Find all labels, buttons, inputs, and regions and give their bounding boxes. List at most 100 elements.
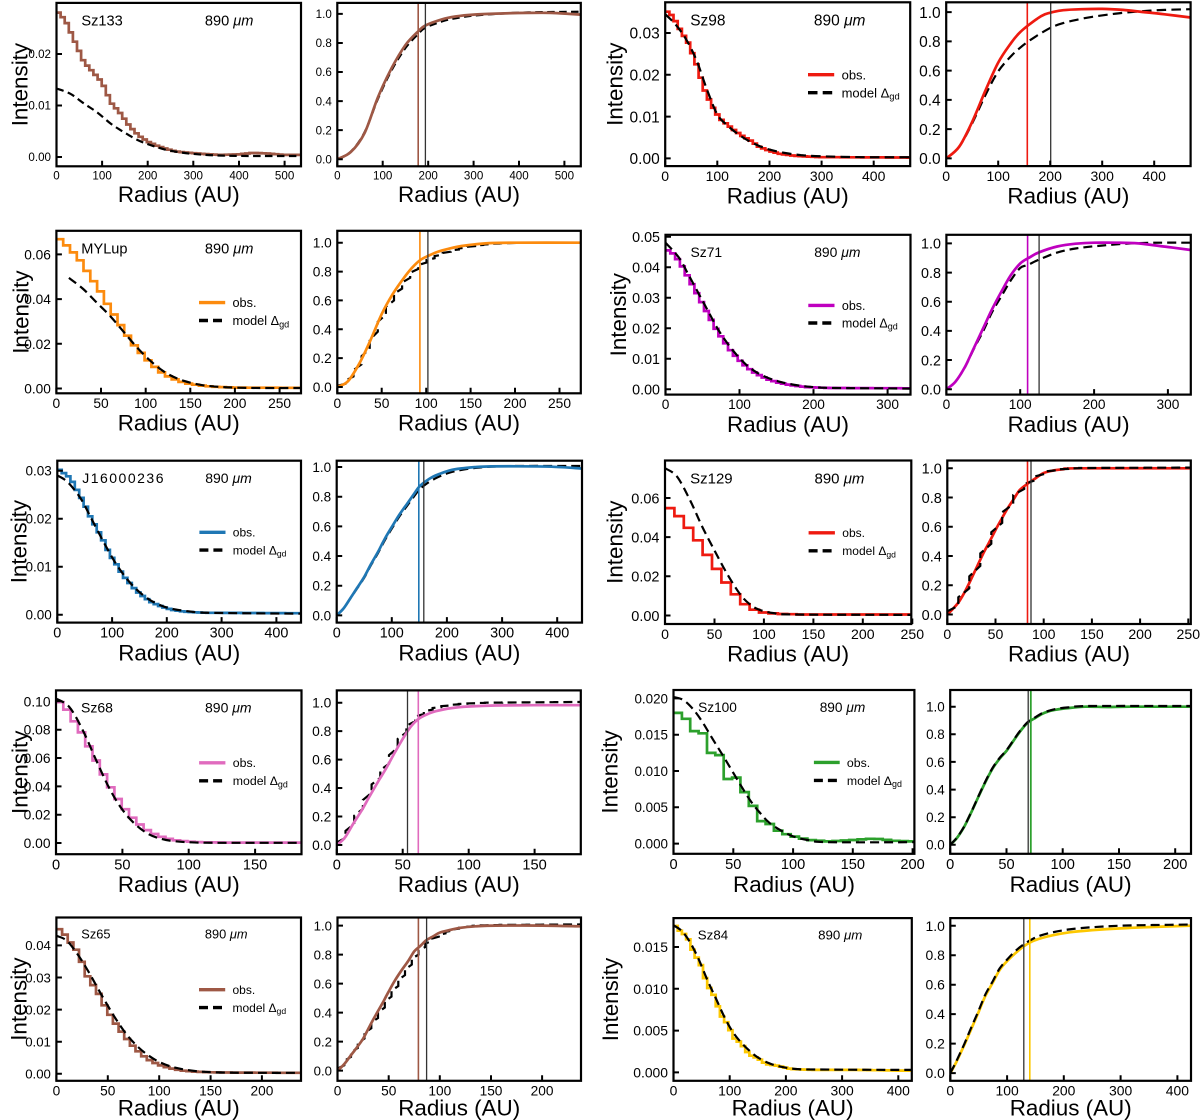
svg-text:100: 100	[428, 1083, 451, 1098]
svg-text:0.2: 0.2	[312, 810, 331, 825]
svg-text:50: 50	[395, 857, 411, 873]
svg-text:150: 150	[199, 1083, 222, 1098]
svg-text:0.005: 0.005	[633, 1023, 668, 1039]
svg-text:0.01: 0.01	[26, 560, 52, 575]
svg-text:0: 0	[942, 168, 950, 184]
svg-text:50: 50	[374, 396, 390, 411]
svg-text:Intensity: Intensity	[7, 730, 32, 814]
svg-text:250: 250	[548, 396, 571, 411]
svg-text:0: 0	[334, 1083, 342, 1098]
svg-text:400: 400	[229, 169, 248, 182]
svg-text:Intensity: Intensity	[603, 500, 628, 584]
svg-text:0.6: 0.6	[312, 519, 331, 534]
svg-text:Intensity: Intensity	[7, 499, 32, 583]
svg-text:0.02: 0.02	[631, 570, 659, 586]
svg-text:100: 100	[457, 857, 481, 873]
svg-text:Radius (AU): Radius (AU)	[118, 872, 240, 897]
svg-text:50: 50	[988, 626, 1004, 642]
svg-text:1.0: 1.0	[316, 8, 332, 21]
svg-text:150: 150	[243, 857, 267, 873]
svg-text:0.6: 0.6	[313, 293, 332, 308]
svg-text:0.00: 0.00	[632, 382, 660, 398]
svg-text:0.4: 0.4	[922, 549, 942, 565]
svg-text:200: 200	[531, 1083, 554, 1098]
svg-text:0.04: 0.04	[631, 530, 659, 546]
svg-text:0.2: 0.2	[922, 579, 942, 595]
svg-text:0: 0	[943, 626, 951, 642]
svg-text:0.015: 0.015	[633, 939, 668, 955]
svg-text:200: 200	[419, 169, 438, 182]
svg-text:0.4: 0.4	[919, 93, 941, 110]
svg-text:100: 100	[148, 1083, 171, 1098]
svg-text:0.6: 0.6	[314, 976, 332, 991]
svg-text:0.8: 0.8	[926, 727, 945, 742]
svg-text:0: 0	[53, 626, 61, 642]
svg-text:100: 100	[718, 1082, 741, 1098]
svg-text:0.2: 0.2	[926, 810, 945, 825]
svg-text:0.2: 0.2	[316, 124, 332, 137]
svg-text:0.04: 0.04	[24, 779, 51, 794]
svg-text:250: 250	[1177, 626, 1200, 642]
svg-text:0.00: 0.00	[24, 836, 51, 851]
svg-text:0.06: 0.06	[24, 247, 51, 262]
svg-text:Radius (AU): Radius (AU)	[1008, 412, 1130, 437]
svg-text:0.0: 0.0	[919, 151, 941, 168]
svg-text:1.0: 1.0	[926, 700, 945, 715]
svg-text:Sz65: Sz65	[81, 927, 110, 942]
svg-text:0.00: 0.00	[631, 609, 659, 625]
svg-text:0.2: 0.2	[314, 1034, 332, 1049]
svg-text:Radius (AU): Radius (AU)	[118, 182, 240, 207]
svg-text:0.005: 0.005	[634, 800, 668, 815]
svg-text:150: 150	[802, 626, 826, 642]
svg-text:0.03: 0.03	[25, 970, 51, 985]
svg-text:0.6: 0.6	[925, 977, 945, 993]
svg-text:200: 200	[223, 396, 246, 411]
svg-text:0.06: 0.06	[24, 751, 51, 766]
svg-text:0.010: 0.010	[634, 764, 668, 779]
svg-text:0.4: 0.4	[926, 782, 945, 797]
svg-text:300: 300	[831, 1082, 854, 1098]
svg-text:0.6: 0.6	[312, 753, 332, 768]
svg-text:200: 200	[802, 397, 825, 412]
svg-text:Radius (AU): Radius (AU)	[398, 411, 520, 436]
svg-text:Radius (AU): Radius (AU)	[1008, 642, 1130, 667]
svg-text:0.02: 0.02	[24, 808, 51, 823]
svg-text:300: 300	[464, 169, 483, 182]
svg-text:0.6: 0.6	[921, 295, 941, 311]
svg-text:0.02: 0.02	[24, 337, 51, 352]
svg-text:1.0: 1.0	[312, 460, 331, 475]
svg-text:0: 0	[662, 397, 670, 412]
svg-text:100: 100	[1009, 397, 1032, 412]
svg-text:0.6: 0.6	[919, 63, 941, 80]
svg-text:300: 300	[876, 397, 899, 412]
svg-text:100: 100	[996, 1082, 1019, 1098]
svg-text:0: 0	[333, 396, 341, 411]
svg-text:400: 400	[1143, 168, 1167, 184]
svg-text:400: 400	[509, 169, 528, 182]
svg-text:1.0: 1.0	[921, 237, 941, 253]
svg-text:0.8: 0.8	[919, 34, 941, 51]
svg-text:890 μm: 890 μm	[205, 470, 252, 486]
svg-text:0: 0	[670, 1082, 678, 1098]
svg-text:0.2: 0.2	[312, 579, 331, 594]
svg-text:model Δgd: model Δgd	[233, 543, 287, 558]
svg-text:Intensity: Intensity	[598, 957, 623, 1041]
svg-text:0.0: 0.0	[926, 838, 945, 853]
svg-text:100: 100	[706, 168, 730, 184]
svg-text:100: 100	[1051, 857, 1075, 873]
svg-text:100: 100	[728, 397, 751, 412]
svg-text:Sz129: Sz129	[690, 470, 733, 487]
svg-text:200: 200	[250, 1083, 273, 1098]
svg-text:0.6: 0.6	[922, 520, 942, 536]
svg-text:0: 0	[661, 626, 669, 642]
svg-text:150: 150	[459, 396, 482, 411]
svg-text:0.2: 0.2	[313, 351, 332, 366]
svg-text:model Δgd: model Δgd	[847, 774, 902, 789]
svg-text:Sz68: Sz68	[81, 700, 113, 716]
svg-text:0.01: 0.01	[28, 100, 51, 113]
svg-text:0.00: 0.00	[25, 1067, 51, 1082]
svg-text:0.03: 0.03	[26, 464, 52, 479]
svg-text:0.4: 0.4	[314, 1005, 332, 1020]
svg-text:Radius (AU): Radius (AU)	[733, 872, 855, 897]
svg-text:model Δgd: model Δgd	[842, 85, 900, 101]
